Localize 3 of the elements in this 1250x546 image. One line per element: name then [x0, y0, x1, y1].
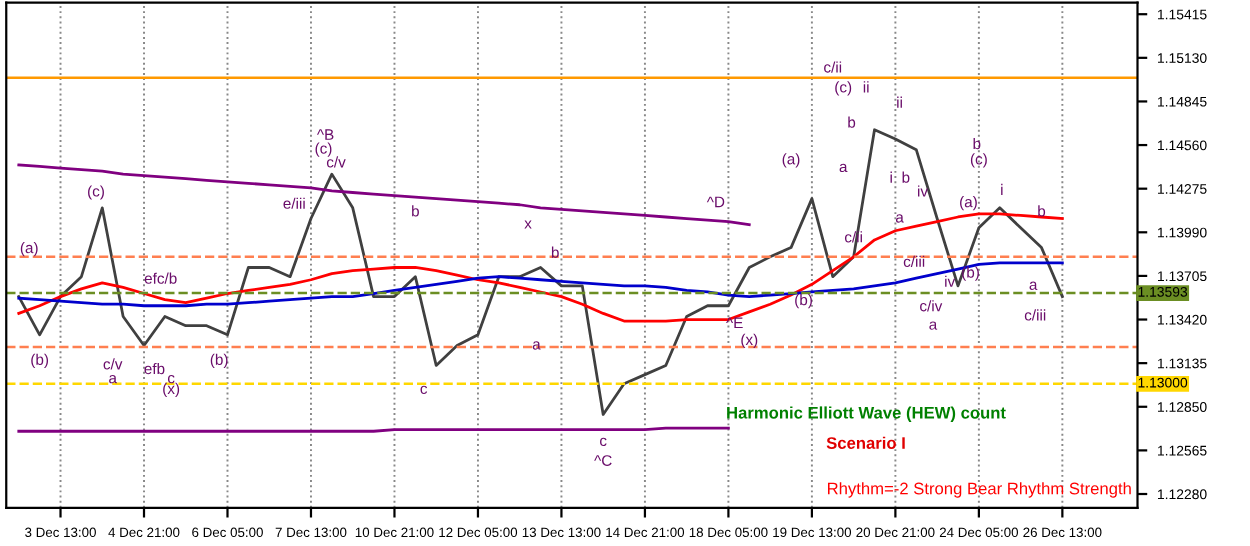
annotation: Rhythm=-2 Strong Bear Rhythm Strength [827, 482, 1131, 498]
annotation: Harmonic Elliott Wave (HEW) count [727, 406, 1006, 422]
annotation: Scenario I [826, 436, 905, 449]
